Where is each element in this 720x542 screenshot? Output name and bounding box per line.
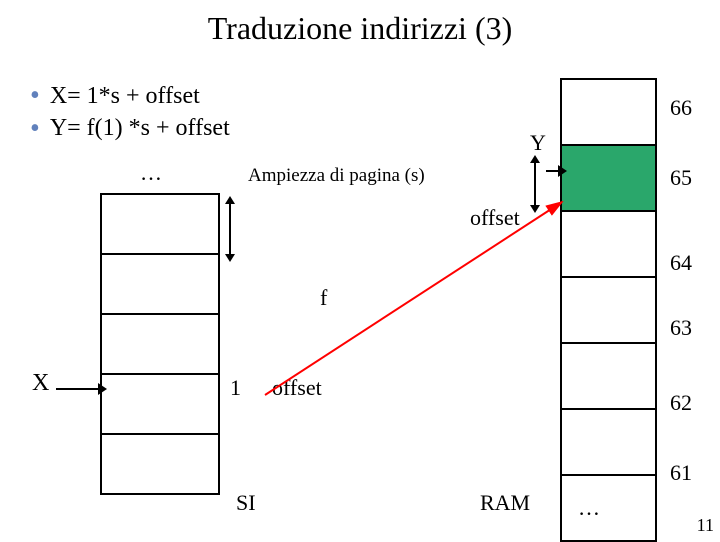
ram-column [560,80,657,542]
si-column [100,195,220,495]
ram-cell [560,342,657,410]
bullet-dot-icon: • [30,115,40,143]
si-cell [100,433,220,495]
ram-cell [560,474,657,542]
si-offset-label: offset [272,375,322,401]
ram-cell [560,408,657,476]
ram-bottom-label: RAM [480,490,530,516]
page-title: Traduzione indirizzi (3) [0,10,720,47]
ram-cell [560,276,657,344]
si-page-number: 1 [230,375,241,401]
mapping-f-label: f [320,285,327,311]
ram-frame-number: 63 [670,315,692,341]
bullet-dot-icon: • [30,82,40,110]
arrow-line [534,159,536,209]
y-arrow-head-icon [558,165,567,177]
x-arrow-line [56,388,100,390]
si-top-dots: … [140,160,162,186]
si-cell [100,253,220,315]
bullet-text: X= 1*s + offset [50,80,200,112]
page-width-label: Ampiezza di pagina (s) [248,165,425,187]
si-cell [100,373,220,435]
ram-offset-label: offset [470,205,520,231]
ram-frame-number: 62 [670,390,692,416]
slide-number: 11 [697,515,714,536]
si-bottom-label: SI [236,490,256,516]
x-label: X [32,370,49,397]
si-cell [100,193,220,255]
arrow-down-icon [225,254,235,262]
ram-frame-number: 66 [670,95,692,121]
arrow-line [229,200,231,258]
x-arrow-head-icon [98,383,107,395]
ram-frame-number: 65 [670,165,692,191]
ram-cell [560,210,657,278]
y-label: Y [530,130,546,156]
ram-cell [560,78,657,146]
bullet-text: Y= f(1) *s + offset [50,112,230,144]
ram-bottom-dots: … [578,495,600,521]
bullet-list: • X= 1*s + offset • Y= f(1) *s + offset [30,80,230,145]
bullet-item: • X= 1*s + offset [30,80,230,112]
si-cell [100,313,220,375]
ram-cell-highlight [560,144,657,212]
ram-frame-number: 64 [670,250,692,276]
ram-frame-number: 61 [670,460,692,486]
bullet-item: • Y= f(1) *s + offset [30,112,230,144]
arrow-down-icon [530,205,540,213]
